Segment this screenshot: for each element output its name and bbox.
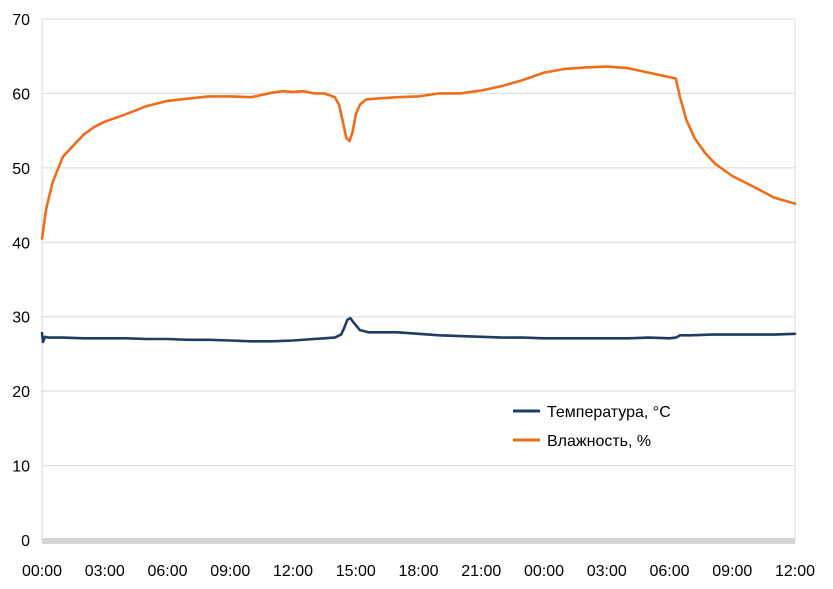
x-axis-line [42, 538, 795, 544]
y-tick-label: 60 [12, 86, 30, 103]
x-tick-label: 06:00 [147, 563, 187, 580]
legend: Температура, °C Влажность, % [513, 404, 671, 450]
y-tick-label: 30 [12, 310, 30, 327]
x-tick-label: 00:00 [22, 563, 62, 580]
x-tick-label: 12:00 [273, 563, 313, 580]
x-tick-label: 21:00 [461, 563, 501, 580]
x-tick-label: 00:00 [524, 563, 564, 580]
series-line-humidity [40, 65, 797, 240]
x-tick-label: 12:00 [775, 563, 815, 580]
legend-label-humidity: Влажность, % [547, 433, 651, 450]
x-tick-label: 03:00 [587, 563, 627, 580]
x-tick-label: 18:00 [398, 563, 438, 580]
series-lines [40, 65, 797, 344]
x-tick-label: 09:00 [210, 563, 250, 580]
y-tick-label: 20 [12, 384, 30, 401]
y-axis: 0 10 20 30 40 50 60 70 [12, 12, 30, 550]
x-axis: 00:00 03:00 06:00 09:00 12:00 15:00 18:00 21:00… [22, 563, 815, 580]
x-tick-label: 03:00 [85, 563, 125, 580]
legend-label-temperature: Температура, °C [547, 404, 671, 421]
x-tick-label: 15:00 [336, 563, 376, 580]
y-tick-label: 50 [12, 161, 30, 178]
x-tick-label: 06:00 [649, 563, 689, 580]
y-tick-label: 70 [12, 12, 30, 29]
grid-lines [41, 18, 796, 540]
series-line-temperature [40, 316, 797, 344]
y-tick-label: 40 [12, 235, 30, 252]
y-tick-label: 10 [12, 459, 30, 476]
y-tick-label: 0 [21, 533, 30, 550]
x-tick-label: 09:00 [712, 563, 752, 580]
